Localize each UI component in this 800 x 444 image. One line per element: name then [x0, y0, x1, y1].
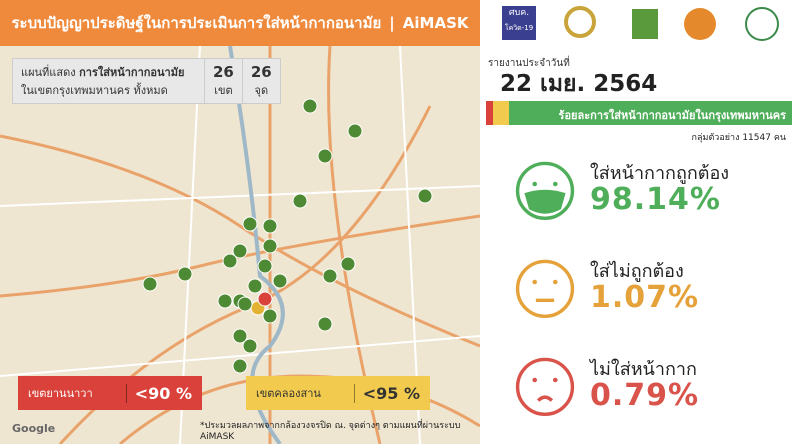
location-pin[interactable] [142, 276, 158, 292]
location-pin[interactable] [217, 293, 233, 309]
face-icon [515, 161, 575, 220]
legend-line: ในเขตกรุงเทพมหานคร ทั้งหมด [21, 84, 168, 97]
report-date: 22 เมย. 2564 [500, 71, 658, 97]
footnote: *ประมวลผลภาพจากกล้องวงจรปิด ณ. จุดต่างๆ … [200, 421, 461, 442]
location-pin[interactable] [242, 338, 258, 354]
alert-box: เขตยานนาวา <90 % [18, 376, 202, 410]
location-pin[interactable] [237, 296, 253, 312]
date-label: รายงานประจำวันที่ [488, 58, 570, 69]
location-pin[interactable] [257, 291, 273, 307]
logos [564, 6, 779, 41]
location-pin[interactable] [232, 328, 248, 344]
logo-bar: ศบค. โควิด-19 [480, 0, 800, 46]
location-pin[interactable] [257, 258, 273, 274]
header: ระบบปัญญาประดิษฐ์ในการประเมินการใส่หน้าก… [0, 0, 480, 46]
face-icon [515, 259, 575, 318]
sample-size: กลุ่มตัวอย่าง 11547 คน [691, 133, 786, 143]
legend-prefix: แผนที่แสดง [21, 66, 76, 79]
location-pin[interactable] [247, 278, 263, 294]
stat-value: 0.79% [590, 378, 700, 413]
location-pin[interactable] [177, 266, 193, 282]
location-pin[interactable] [292, 193, 308, 209]
legend-text: แผนที่แสดง การใส่หน้ากากอนามัย ในเขตกรุง… [13, 59, 205, 103]
stat: ไม่ใส่หน้ากาก 0.79% [510, 348, 790, 438]
location-pin[interactable] [322, 268, 338, 284]
face-icon [515, 357, 575, 416]
alert-label: เขตยานนาวา [28, 387, 93, 400]
attribution: Google [12, 422, 56, 435]
stat: ใส่หน้ากากถูกต้อง 98.14% [510, 152, 790, 242]
location-pin[interactable] [272, 273, 288, 289]
location-pin[interactable] [232, 358, 248, 374]
location-pin[interactable] [262, 218, 278, 234]
location-pin[interactable] [262, 238, 278, 254]
location-pin[interactable] [347, 123, 363, 139]
stat: ใส่ไม่ถูกต้อง 1.07% [510, 250, 790, 340]
count-value: 26 [213, 63, 234, 81]
logo-text: ศบค. [508, 8, 530, 18]
logo: ศบค. โควิด-19 [502, 6, 536, 40]
location-pin[interactable] [417, 188, 433, 204]
location-pin[interactable] [317, 148, 333, 164]
location-pin[interactable] [340, 256, 356, 272]
bar-yellow [493, 101, 509, 125]
location-pin[interactable] [317, 316, 333, 332]
count-value: 26 [250, 63, 272, 81]
divider: | [389, 14, 395, 32]
location-pin[interactable] [242, 216, 258, 232]
count-unit: จุด [254, 84, 269, 97]
alert-threshold: <90 % [125, 383, 192, 403]
stat-label: ใส่ไม่ถูกต้อง [590, 261, 684, 282]
legend-bold: การใส่หน้ากากอนามัย [79, 66, 185, 79]
map-legend: แผนที่แสดง การใส่หน้ากากอนามัย ในเขตกรุง… [12, 58, 281, 104]
stat-label: ไม่ใส่หน้ากาก [590, 359, 697, 380]
count-unit: เขต [214, 84, 233, 97]
stat-label: ใส่หน้ากากถูกต้อง [590, 163, 730, 184]
location-pin[interactable] [302, 98, 318, 114]
progress-bar: ร้อยละการใส่หน้ากากอนามัยในกรุงเทพมหานคร [486, 101, 792, 125]
bar-red [486, 101, 493, 125]
location-pin[interactable] [232, 243, 248, 259]
header-title: ระบบปัญญาประดิษฐ์ในการประเมินการใส่หน้าก… [11, 14, 382, 32]
brand: AiMASK [402, 14, 469, 32]
report-subtitle: ร้อยละการใส่หน้ากากอนามัยในกรุงเทพมหานคร [558, 109, 786, 122]
location-pin[interactable] [222, 253, 238, 269]
location-pin[interactable] [262, 308, 278, 324]
map: แผนที่แสดง การใส่หน้ากากอนามัย ในเขตกรุง… [0, 46, 480, 444]
alert-threshold: <95 % [353, 383, 420, 403]
alert-box: เขตคลองสาน <95 % [246, 376, 430, 410]
stat-value: 1.07% [590, 280, 700, 315]
logo-text: โควิด-19 [504, 24, 534, 32]
alert-label: เขตคลองสาน [256, 387, 321, 400]
stat-value: 98.14% [590, 182, 721, 217]
